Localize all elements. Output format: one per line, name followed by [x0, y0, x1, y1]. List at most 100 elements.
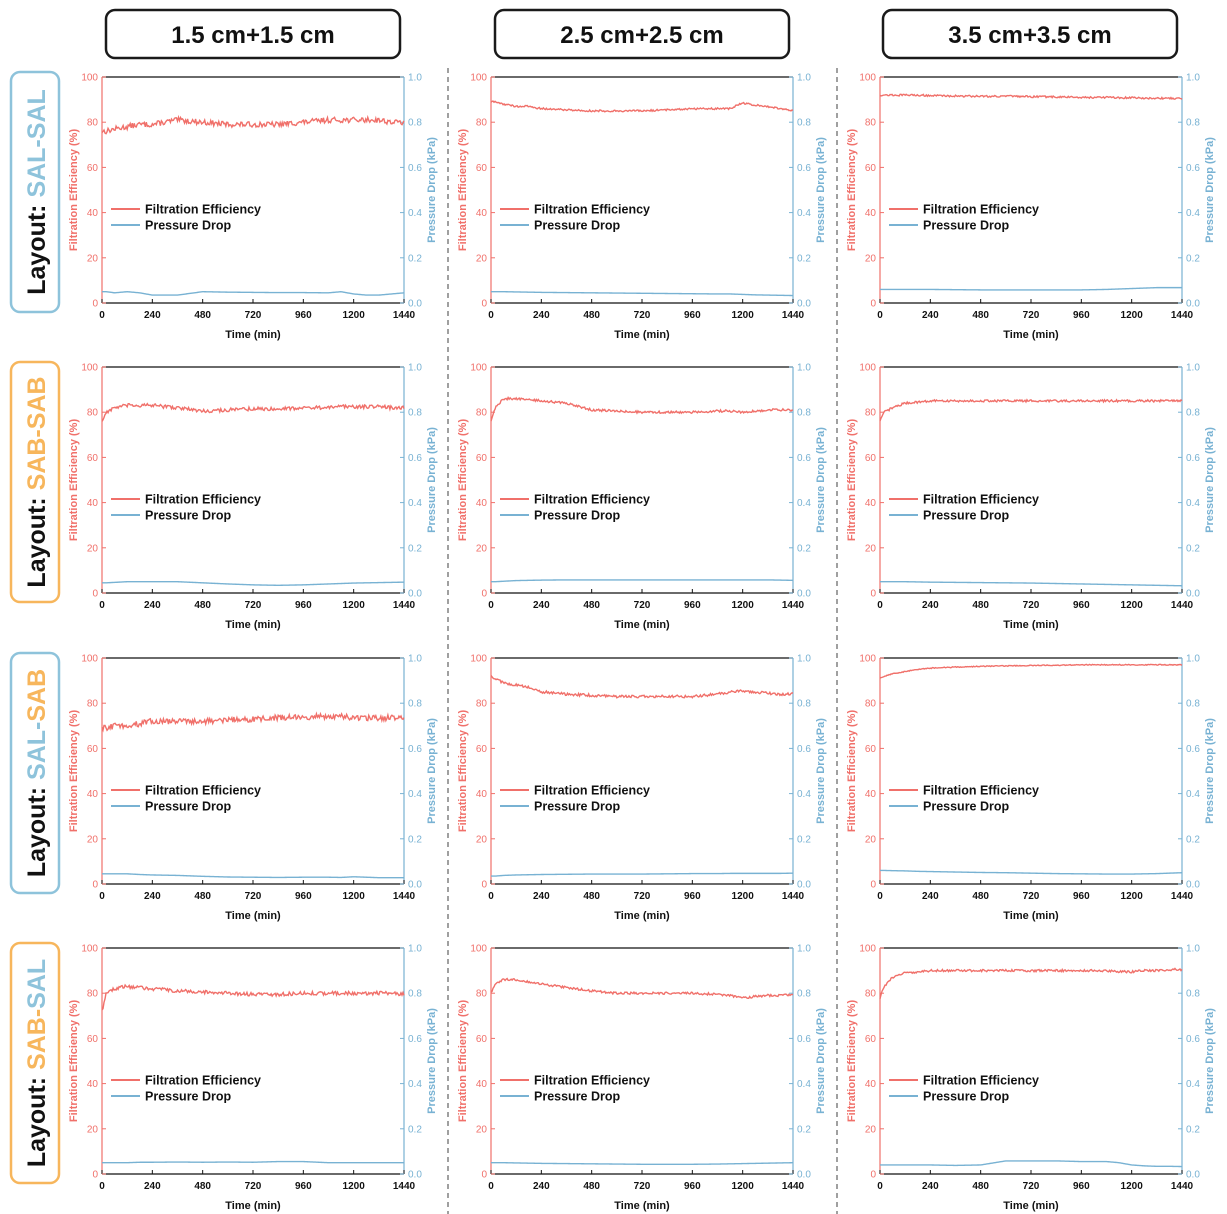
y-left-tick-label: 20	[87, 834, 99, 845]
legend-filtration-label: Filtration Efficiency	[534, 493, 650, 507]
pressure-drop-line	[102, 290, 405, 296]
pressure-drop-line	[491, 579, 794, 583]
y-right-tick-label: 0.4	[797, 1079, 811, 1090]
y-right-tick-label: 0.0	[408, 1170, 422, 1181]
y-left-tick-label: 0	[92, 589, 98, 600]
x-tick-label: 0	[877, 891, 883, 902]
x-tick-label: 1440	[782, 310, 805, 321]
y-right-tick-label: 1.0	[1186, 654, 1200, 665]
y-right-tick-label: 0.0	[1186, 589, 1200, 600]
y-right-tick-label: 0.0	[1186, 880, 1200, 891]
pressure-drop-line	[102, 581, 405, 587]
y-left-tick-label: 60	[87, 163, 99, 174]
column-header: 1.5 cm+1.5 cm	[171, 22, 334, 49]
x-axis-title: Time (min)	[225, 329, 281, 341]
x-tick-label: 1200	[732, 600, 755, 611]
filtration-efficiency-line	[101, 114, 405, 135]
row-label-box	[9, 70, 61, 314]
row-label: Layout: SAL-SAL	[23, 89, 51, 295]
x-tick-label: 1200	[343, 891, 366, 902]
legend-filtration-label: Filtration Efficiency	[145, 784, 261, 798]
x-tick-label: 480	[583, 1181, 600, 1192]
y-right-tick-label: 0.0	[1186, 299, 1200, 310]
x-tick-label: 1440	[1171, 600, 1194, 611]
y-left-tick-label: 60	[476, 163, 488, 174]
x-tick-label: 960	[1073, 891, 1090, 902]
legend-pressure-label: Pressure Drop	[145, 509, 232, 523]
y-left-tick-label: 40	[865, 498, 877, 509]
filtration-efficiency-line	[879, 967, 1183, 1000]
legend-pressure-label: Pressure Drop	[923, 800, 1010, 814]
x-tick-label: 1200	[1121, 1181, 1144, 1192]
column-header-box	[881, 8, 1179, 60]
x-tick-label: 240	[533, 891, 550, 902]
y-right-tick-label: 0.6	[797, 744, 811, 755]
y-left-tick-label: 100	[859, 73, 876, 84]
filtration-efficiency-line	[101, 711, 405, 733]
chart-panel: 0 240 480 720 960 1200 1440 0 20 40 60 80 100 0.0 0.2 0…	[68, 944, 438, 1213]
y-left-tick-label: 100	[81, 363, 98, 374]
row-label-prefix: Layout:	[23, 198, 51, 295]
legend-filtration-label: Filtration Efficiency	[145, 1074, 261, 1088]
y-left-tick-label: 20	[476, 253, 488, 264]
x-tick-label: 0	[488, 891, 494, 902]
x-tick-label: 1440	[1171, 891, 1194, 902]
y-right-tick-label: 0.6	[408, 1034, 422, 1045]
y-left-tick-label: 40	[865, 1079, 877, 1090]
filtration-efficiency-line	[879, 398, 1183, 422]
pressure-drop-line	[102, 1160, 404, 1164]
y-right-tick-label: 0.4	[408, 789, 422, 800]
y-right-tick-label: 1.0	[797, 363, 811, 374]
y-left-tick-label: 40	[87, 208, 99, 219]
x-tick-label: 960	[684, 310, 701, 321]
y-right-tick-label: 0.0	[797, 880, 811, 891]
y-right-tick-label: 0.8	[797, 989, 811, 1000]
y-left-axis-title: Filtration Efficiency (%)	[68, 129, 80, 252]
column-header-box	[493, 8, 791, 60]
y-left-tick-label: 100	[470, 654, 487, 665]
y-right-tick-label: 0.6	[1186, 744, 1200, 755]
row-label-prefix: Layout:	[23, 490, 51, 587]
x-tick-label: 480	[972, 600, 989, 611]
y-left-tick-label: 20	[476, 543, 488, 554]
y-left-axis-title: Filtration Efficiency (%)	[846, 129, 858, 252]
x-tick-label: 0	[99, 891, 105, 902]
y-left-axis-title: Filtration Efficiency (%)	[846, 419, 858, 542]
row-label-first: SAL	[23, 148, 51, 198]
x-tick-label: 240	[533, 600, 550, 611]
chart-panel: 0 240 480 720 960 1200 1440 0 20 40 60 80 100 0.0 0.2 0…	[457, 944, 827, 1213]
x-tick-label: 240	[144, 310, 161, 321]
filtration-efficiency-line	[879, 93, 1183, 101]
y-right-tick-label: 1.0	[1186, 363, 1200, 374]
filtration-efficiency-line	[490, 395, 794, 422]
x-tick-label: 960	[1073, 310, 1090, 321]
y-right-tick-label: 1.0	[797, 654, 811, 665]
y-left-tick-label: 80	[87, 989, 99, 1000]
y-left-tick-label: 80	[476, 989, 488, 1000]
chart-panel: 0 240 480 720 960 1200 1440 0 20 40 60 80 100 0.0 0.2 0…	[457, 73, 827, 342]
filtration-efficiency-line	[101, 983, 405, 1011]
y-right-tick-label: 0.6	[408, 163, 422, 174]
y-left-tick-label: 0	[870, 1170, 876, 1181]
pressure-drop-line	[880, 1160, 1183, 1168]
y-right-axis-title: Pressure Drop (kPa)	[1204, 427, 1216, 533]
y-right-axis-title: Pressure Drop (kPa)	[815, 718, 827, 824]
x-tick-label: 1200	[732, 891, 755, 902]
y-left-tick-label: 60	[87, 453, 99, 464]
y-left-axis-title: Filtration Efficiency (%)	[457, 419, 469, 542]
y-left-tick-label: 20	[865, 834, 877, 845]
x-tick-label: 1440	[1171, 310, 1194, 321]
x-tick-label: 1440	[782, 600, 805, 611]
x-tick-label: 240	[144, 600, 161, 611]
y-right-tick-label: 0.2	[1186, 253, 1200, 264]
x-tick-label: 480	[583, 310, 600, 321]
row-label-box	[9, 941, 61, 1185]
y-left-tick-label: 0	[92, 1170, 98, 1181]
x-tick-label: 1440	[393, 891, 416, 902]
legend-pressure-label: Pressure Drop	[923, 1090, 1010, 1104]
x-tick-label: 1440	[1171, 1181, 1194, 1192]
y-right-axis-title: Pressure Drop (kPa)	[426, 137, 438, 243]
y-right-tick-label: 0.2	[797, 253, 811, 264]
filtration-efficiency-line	[490, 977, 794, 999]
x-tick-label: 1440	[393, 600, 416, 611]
